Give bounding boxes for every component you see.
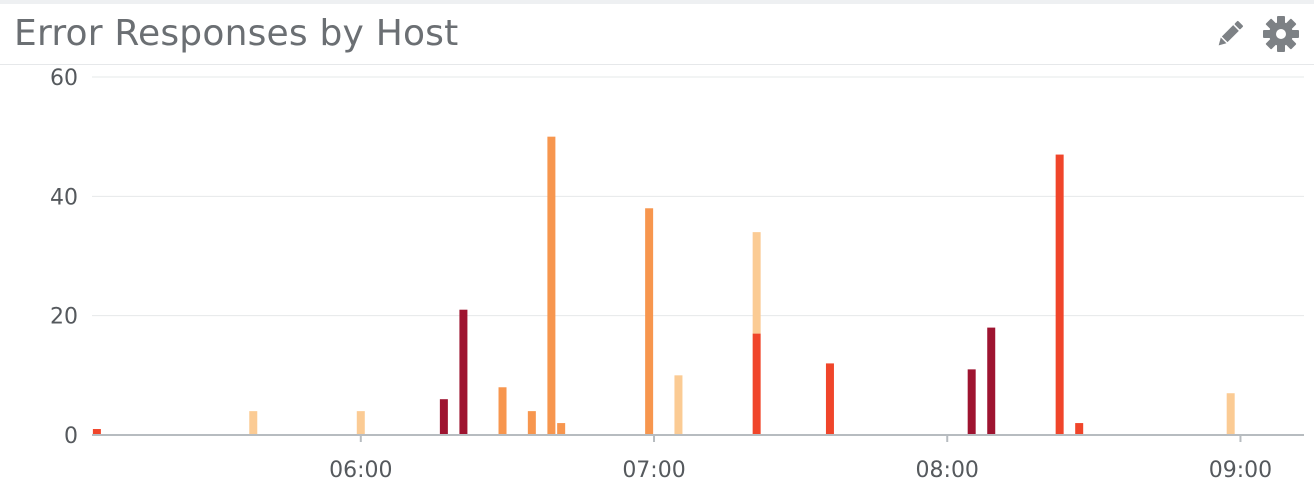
bar-12-segment-0	[825, 363, 834, 435]
bar-13-segment-0	[967, 369, 976, 435]
y-tick-label-40: 40	[50, 185, 78, 210]
bar-8-segment-0	[557, 423, 566, 435]
x-tick-label-0800: 08:00	[916, 458, 979, 483]
y-tick-label-0: 0	[64, 424, 78, 449]
grid-lines	[92, 76, 1304, 317]
bar-2-segment-0	[356, 411, 365, 435]
widget-title: Error Responses by Host	[14, 13, 459, 54]
bar-3-segment-0	[439, 399, 448, 435]
bar-0-segment-0	[92, 429, 101, 435]
bar-5-segment-0	[498, 387, 507, 435]
bar-6-segment-0	[527, 411, 536, 435]
bar-16-segment-0	[1075, 423, 1084, 435]
pencil-icon[interactable]	[1210, 14, 1250, 54]
bar-7-segment-0	[547, 136, 556, 436]
bars	[92, 136, 1235, 436]
x-tick-label-0700: 07:00	[622, 458, 685, 483]
widget-top-border	[0, 0, 1314, 4]
bar-9-segment-0	[645, 208, 654, 435]
bar-11-segment-0	[752, 333, 761, 435]
bar-14-segment-0	[987, 327, 996, 435]
widget-header: Error Responses by Host	[0, 4, 1314, 65]
bar-10-segment-0	[674, 375, 683, 435]
gear-icon[interactable]	[1261, 14, 1301, 54]
axes: 0 20 40 60 06:00 07:00 08:00 09:00	[50, 66, 1304, 483]
bar-4-segment-0	[459, 309, 468, 435]
y-tick-label-20: 20	[50, 305, 78, 330]
bar-11-segment-1	[752, 232, 761, 334]
x-tick-label-0900: 09:00	[1209, 458, 1272, 483]
y-tick-label-60: 60	[50, 66, 78, 91]
bar-15-segment-0	[1055, 154, 1064, 435]
bar-17-segment-0	[1226, 393, 1235, 435]
bar-1-segment-0	[249, 411, 258, 435]
x-tick-label-0600: 06:00	[329, 458, 392, 483]
